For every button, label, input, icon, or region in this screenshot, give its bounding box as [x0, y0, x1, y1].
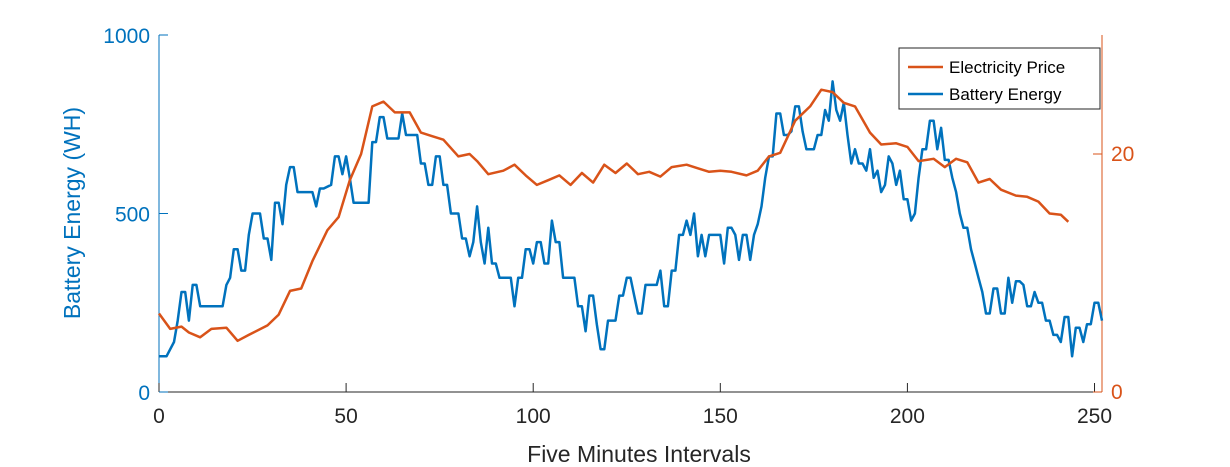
axes [158, 34, 1103, 393]
x-tick-label: 200 [890, 405, 925, 428]
legend: Electricity Price Battery Energy [898, 47, 1101, 110]
plot-area [157, 80, 1104, 358]
x-tick-label: 100 [516, 405, 551, 428]
y-right-tick-label: 0 [1111, 381, 1123, 404]
x-tick-label: 50 [334, 405, 357, 428]
x-tick-label: 150 [703, 405, 738, 428]
series-line-battery-energy [159, 80, 1104, 358]
x-tick-label: 0 [153, 405, 165, 428]
legend-label-electricity-price: Electricity Price [949, 58, 1065, 77]
series-line-electricity-price [157, 88, 1070, 343]
x-axis-label: Five Minutes Intervals [527, 441, 751, 467]
y-left-tick-label: 0 [138, 382, 150, 405]
y-right-tick-label: 20 [1111, 143, 1134, 166]
y-axis-left-label: Battery Energy (WH) [59, 107, 85, 319]
legend-box [898, 47, 1101, 110]
x-tick-label: 250 [1077, 405, 1112, 428]
y-left-tick-label: 500 [115, 204, 150, 227]
y-left-tick-label: 1000 [103, 25, 150, 48]
legend-label-battery-energy: Battery Energy [949, 85, 1062, 104]
